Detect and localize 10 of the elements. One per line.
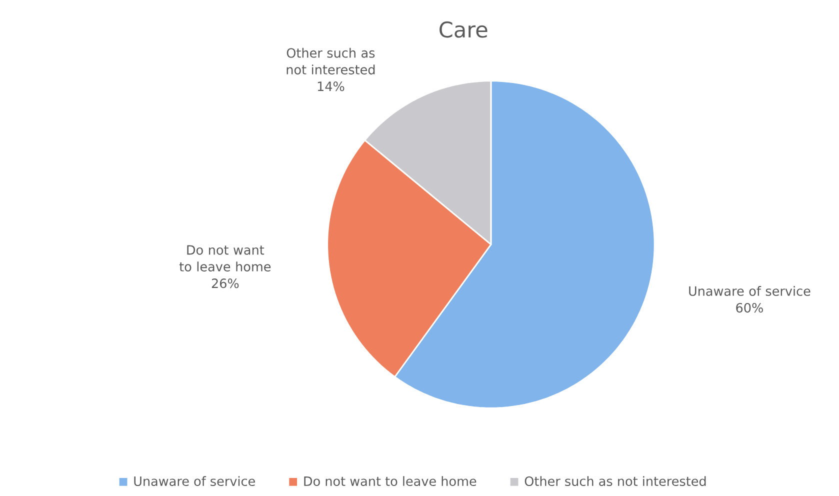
legend-label: Do not want to leave home [304,476,476,486]
legend-label: Unaware of service [134,476,255,486]
data-label: 14% [318,82,344,92]
slice-label: Unaware of service [689,286,810,296]
legend-label: Other such as not interested [524,476,706,486]
slice-label: Do not want to leave home [179,245,271,272]
slice-label: Other such as not interested [286,48,375,75]
data-label: 60% [736,303,763,313]
data-label: 26% [212,278,239,288]
chart-title: Care [440,21,488,38]
